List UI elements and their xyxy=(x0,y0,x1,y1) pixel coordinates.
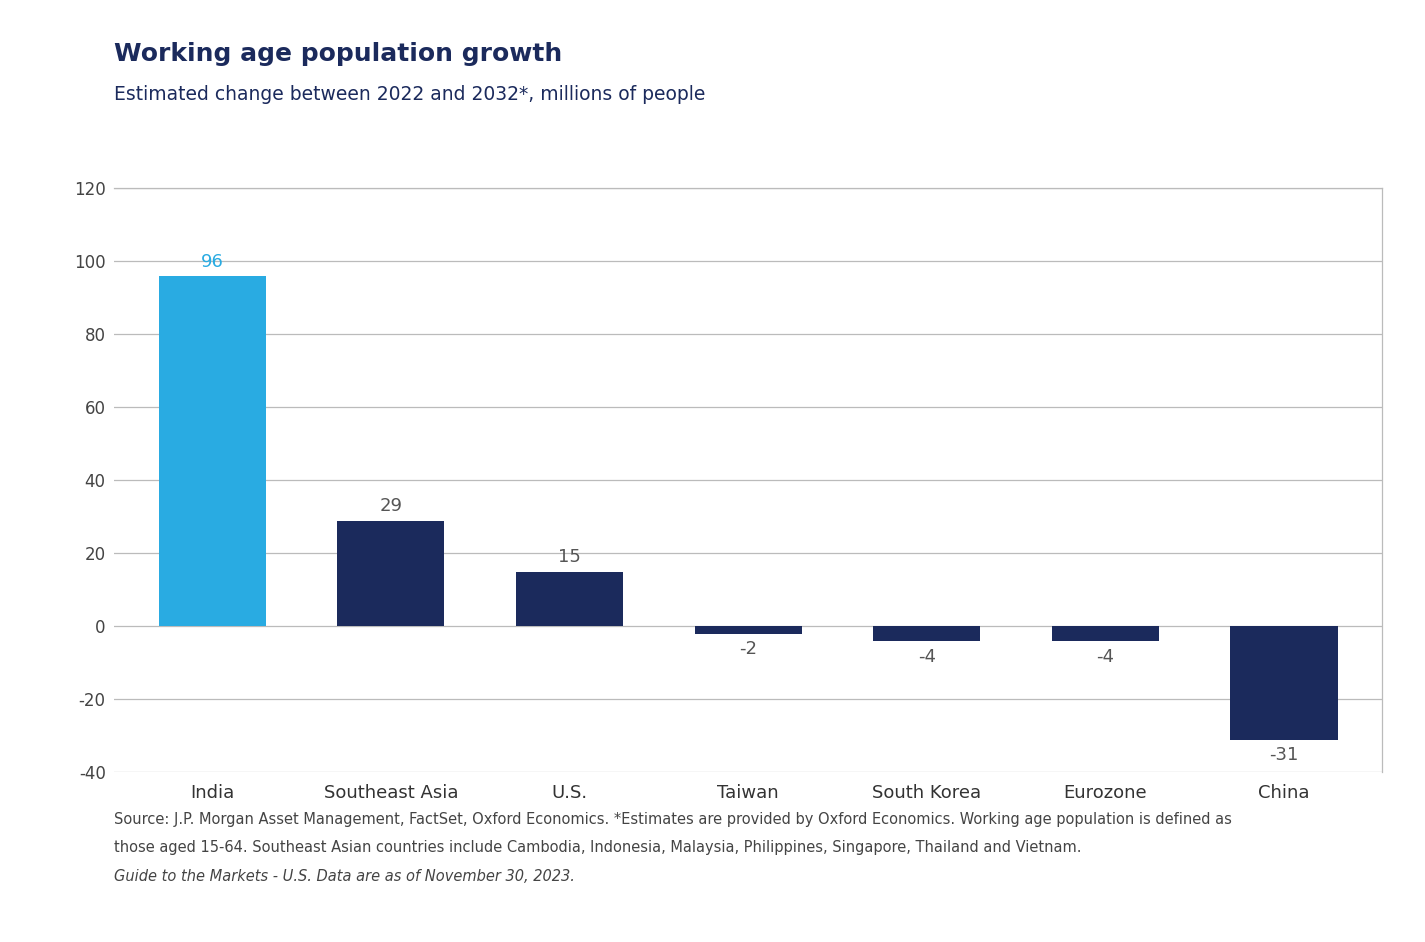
Bar xyxy=(1052,626,1159,641)
Text: Estimated change between 2022 and 2032*, millions of people: Estimated change between 2022 and 2032*,… xyxy=(114,85,705,104)
Bar xyxy=(158,276,266,626)
Text: 96: 96 xyxy=(201,252,224,270)
Text: those aged 15-64. Southeast Asian countries include Cambodia, Indonesia, Malaysi: those aged 15-64. Southeast Asian countr… xyxy=(114,840,1082,855)
Bar xyxy=(874,626,980,641)
Bar xyxy=(1230,626,1338,739)
Bar xyxy=(694,626,802,634)
Bar xyxy=(516,572,623,626)
Text: -4: -4 xyxy=(1096,647,1114,666)
Text: Source: J.P. Morgan Asset Management, FactSet, Oxford Economics. *Estimates are : Source: J.P. Morgan Asset Management, Fa… xyxy=(114,812,1231,827)
Text: -4: -4 xyxy=(918,647,936,666)
Text: -31: -31 xyxy=(1270,746,1298,764)
Text: 15: 15 xyxy=(559,548,581,566)
Bar xyxy=(338,521,445,626)
Text: Guide to the Markets - U.S. Data are as of November 30, 2023.: Guide to the Markets - U.S. Data are as … xyxy=(114,869,574,884)
Text: -2: -2 xyxy=(740,641,757,658)
Text: Working age population growth: Working age population growth xyxy=(114,42,563,66)
Text: 29: 29 xyxy=(379,497,402,515)
